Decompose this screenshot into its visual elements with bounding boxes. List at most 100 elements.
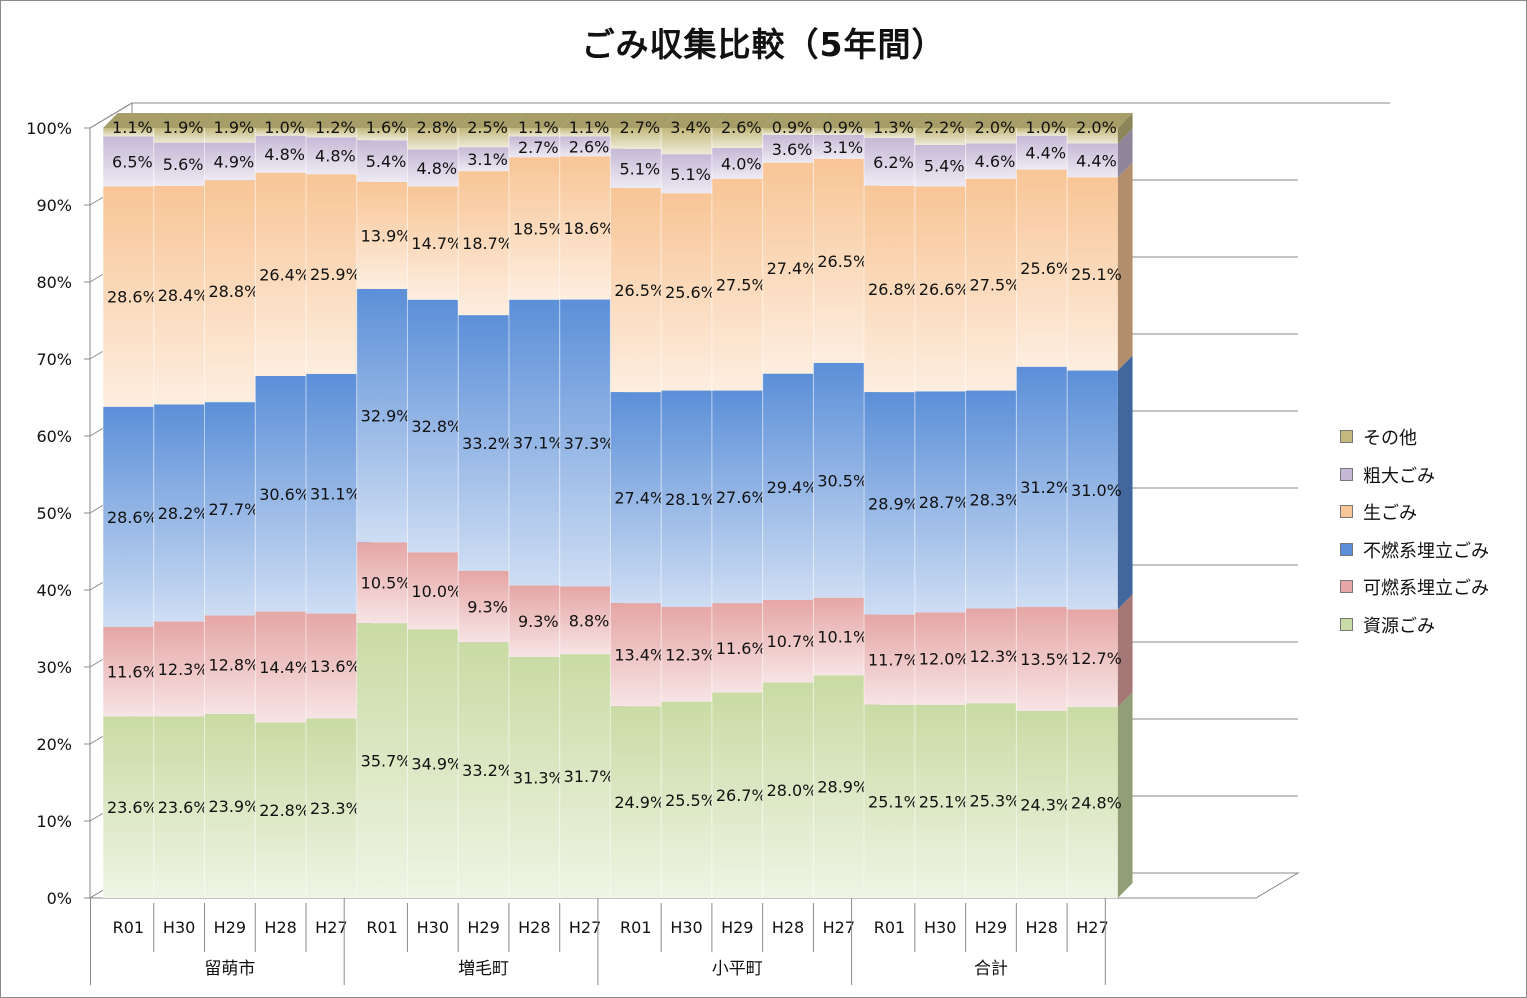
group-label: 合計 — [974, 959, 1008, 979]
y-tick-label: 70% — [36, 350, 72, 369]
data-label: 10.7% — [767, 632, 818, 651]
bar-top — [914, 113, 981, 128]
bar-segment — [458, 642, 509, 898]
legend-swatch — [1340, 467, 1353, 481]
bar-segment — [864, 614, 915, 705]
bar-segment — [204, 142, 256, 181]
data-label: 31.7% — [564, 767, 615, 786]
bar-top — [965, 113, 1032, 128]
bar-segment — [864, 704, 915, 898]
bar-segment — [610, 706, 662, 898]
data-label: 31.2% — [1020, 478, 1071, 497]
bar-segment — [914, 144, 966, 187]
bar-segment — [762, 134, 814, 163]
data-label: 1.2% — [315, 118, 356, 137]
legend-label: 不燃系埋立ごみ — [1363, 540, 1489, 562]
data-label: 28.8% — [208, 282, 259, 301]
bar-segment — [1016, 135, 1068, 170]
bar-segment — [610, 603, 662, 707]
bar-segment — [204, 713, 256, 898]
bar-top — [508, 113, 575, 128]
data-label: 9.3% — [467, 598, 508, 617]
y-tick-label: 90% — [36, 196, 72, 215]
x-tick-label: H28 — [772, 918, 804, 937]
legend-label: 生ごみ — [1363, 503, 1417, 525]
data-label: 1.9% — [163, 118, 204, 137]
bar-side — [1117, 594, 1133, 708]
data-label: 0.9% — [772, 118, 813, 137]
data-label: 1.0% — [264, 118, 305, 137]
bar-top — [407, 113, 473, 128]
data-label: 2.0% — [1076, 118, 1117, 137]
data-label: 35.7% — [361, 752, 412, 771]
data-label: 12.3% — [158, 660, 209, 679]
bar-top — [356, 113, 423, 128]
bar-segment — [407, 629, 459, 898]
bar-segment — [1016, 606, 1068, 711]
bar-segment — [458, 147, 509, 172]
legend-item: 生ごみ — [1340, 500, 1520, 524]
data-label: 14.4% — [259, 658, 310, 677]
data-label: 1.1% — [569, 118, 610, 137]
bar-segment — [153, 404, 205, 622]
data-label: 5.1% — [670, 165, 711, 184]
data-label: 26.5% — [817, 252, 868, 271]
bar-top — [153, 113, 220, 128]
bar-segment — [255, 128, 306, 136]
data-label: 28.6% — [107, 508, 158, 527]
data-label: 31.3% — [513, 768, 564, 787]
data-label: 13.6% — [310, 657, 361, 676]
data-label: 2.7% — [619, 118, 660, 137]
bar-segment — [103, 128, 154, 137]
bar-top — [559, 113, 626, 128]
data-label: 12.3% — [665, 645, 716, 664]
bar-side — [1117, 355, 1133, 610]
bar-segment — [407, 186, 459, 300]
group-label: 小平町 — [712, 959, 763, 979]
legend-label: 粗大ごみ — [1363, 465, 1435, 487]
data-label: 2.7% — [518, 138, 559, 157]
bar-segment — [1067, 143, 1118, 178]
bar-segment — [356, 542, 408, 624]
bar-segment — [559, 586, 611, 655]
bar-segment — [813, 597, 865, 676]
bar-segment — [559, 136, 611, 157]
x-tick-label: H30 — [163, 918, 195, 937]
bar-top — [1016, 113, 1082, 128]
data-label: 31.0% — [1071, 481, 1122, 500]
x-tick-label: H30 — [670, 918, 702, 937]
data-label: 2.8% — [416, 118, 457, 137]
bar-top — [103, 113, 169, 128]
data-label: 14.7% — [411, 234, 462, 253]
x-tick-label: H27 — [315, 918, 347, 937]
y-tick-label: 80% — [36, 273, 72, 292]
legend-swatch — [1340, 580, 1353, 594]
bar-segment — [153, 621, 205, 717]
bar-segment — [458, 570, 509, 643]
bar-segment — [153, 716, 205, 898]
data-label: 3.4% — [670, 118, 711, 137]
data-label: 4.8% — [264, 145, 305, 164]
y-tick-label: 40% — [36, 581, 72, 600]
bar-segment — [255, 172, 306, 376]
group-label: 増毛町 — [458, 959, 509, 979]
bar-segment — [813, 158, 865, 363]
bar-segment — [1067, 609, 1118, 708]
data-label: 33.2% — [462, 434, 513, 453]
chart-title: ごみ収集比較（5年間） — [581, 25, 946, 64]
data-label: 2.6% — [721, 118, 762, 137]
data-label: 27.4% — [767, 259, 818, 278]
bar-segment — [914, 391, 966, 613]
data-label: 6.2% — [873, 153, 914, 172]
group-label: 留萌市 — [204, 959, 255, 979]
x-tick-label: R01 — [620, 918, 651, 937]
data-label: 30.6% — [259, 485, 310, 504]
x-tick-label: H29 — [467, 918, 499, 937]
bar-top — [864, 113, 930, 128]
bar-segment — [661, 701, 712, 898]
data-label: 18.7% — [462, 234, 513, 253]
bar-segment — [559, 156, 611, 300]
bar-segment — [965, 178, 1017, 391]
data-label: 37.3% — [564, 434, 615, 453]
bar-top — [762, 113, 829, 128]
